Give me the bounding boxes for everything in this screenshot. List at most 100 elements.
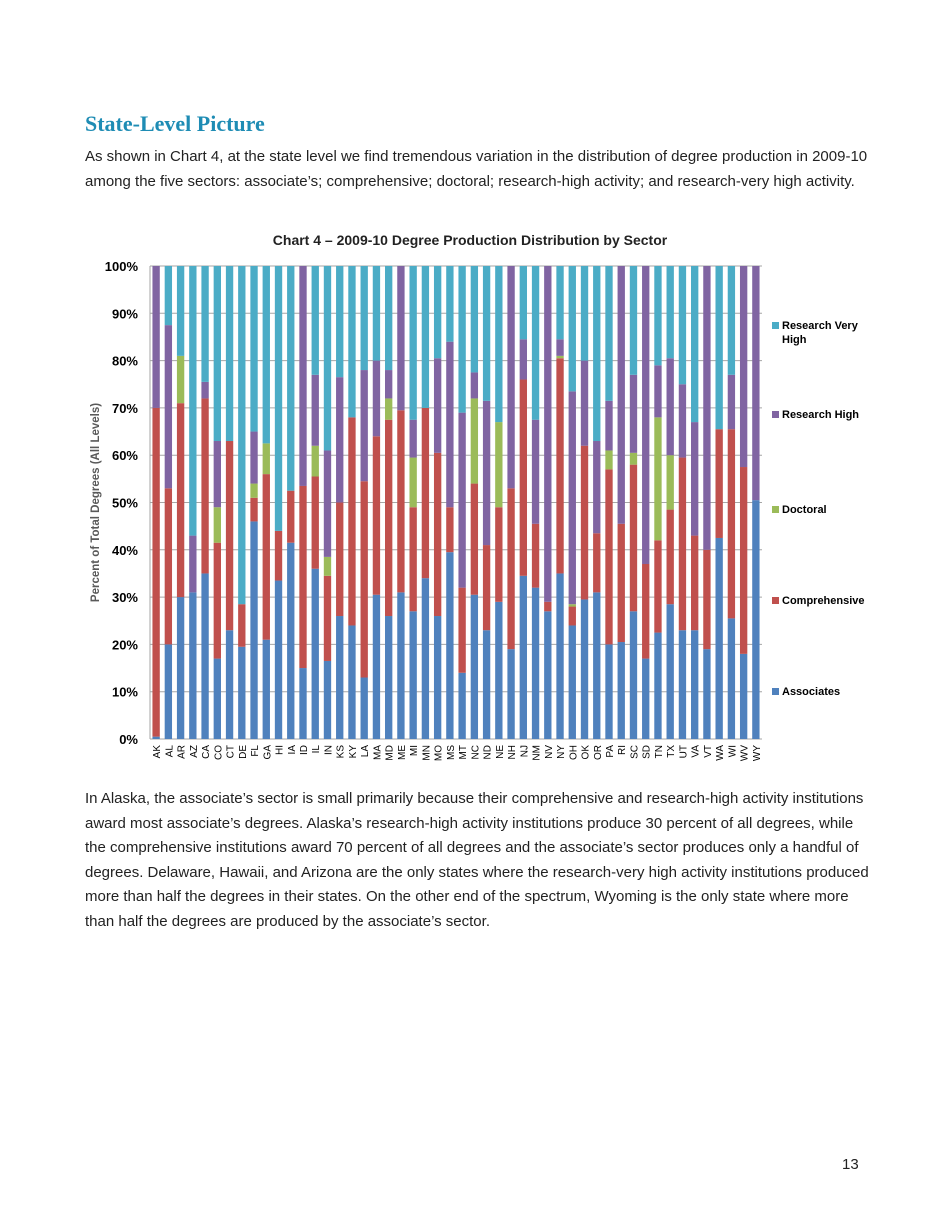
bar-segment-wv-comprehensive xyxy=(739,467,748,654)
x-tick-label: WV xyxy=(740,745,751,761)
legend-swatch xyxy=(772,322,779,329)
bar-segment-ny-research-very-high xyxy=(556,266,564,340)
y-axis-label: Percent of Total Degrees (All Levels) xyxy=(90,403,102,602)
x-tick-label: MI xyxy=(409,745,420,756)
bar-segment-wi-comprehensive xyxy=(727,429,736,619)
bar-segment-tn-comprehensive xyxy=(654,540,662,633)
x-tick-label: IN xyxy=(323,745,334,755)
bar-segment-id-research-high xyxy=(299,266,307,486)
bar-segment-la-research-very-high xyxy=(360,266,368,371)
bar-segment-ky-associates xyxy=(348,625,356,739)
bar-segment-ct-associates xyxy=(225,630,234,739)
x-tick-label: MA xyxy=(372,745,383,760)
legend-swatch xyxy=(772,597,779,604)
bar-segment-ak-associates xyxy=(152,736,160,739)
x-tick-label: KS xyxy=(336,745,347,759)
bar-segment-mo-research-high xyxy=(433,358,442,453)
y-tick-label: 40% xyxy=(112,543,138,558)
bar-segment-al-research-high xyxy=(164,325,173,489)
bar-segment-pa-associates xyxy=(605,644,613,739)
bar-segment-sc-associates xyxy=(629,611,638,739)
y-tick-label: 60% xyxy=(112,448,138,463)
bar-segment-tx-associates xyxy=(666,604,674,739)
y-tick-label: 30% xyxy=(112,590,138,605)
bar-segment-az-associates xyxy=(189,592,197,739)
bar-segment-nh-comprehensive xyxy=(507,488,515,650)
bar-segment-nj-research-very-high xyxy=(519,266,527,340)
bar-segment-oh-research-high xyxy=(568,391,576,605)
x-tick-label: MD xyxy=(385,745,396,761)
y-tick-label: 70% xyxy=(112,401,138,416)
bar-segment-nm-research-very-high xyxy=(531,266,540,420)
y-tick-label: 0% xyxy=(119,732,138,747)
bar-segment-nd-associates xyxy=(482,630,491,739)
bar-segment-ky-comprehensive xyxy=(348,417,356,626)
bar-segment-tn-associates xyxy=(654,632,662,739)
bar-segment-ca-associates xyxy=(201,573,209,739)
bar-segment-hi-associates xyxy=(274,580,283,739)
x-tick-label: AK xyxy=(152,745,163,759)
bar-segment-wv-research-high xyxy=(739,266,748,468)
bar-segment-ia-comprehensive xyxy=(287,490,295,543)
bar-segment-sc-research-very-high xyxy=(629,266,638,375)
bar-segment-ks-research-very-high xyxy=(336,266,344,378)
x-tick-label: AL xyxy=(164,745,175,758)
bar-segment-va-research-very-high xyxy=(691,266,699,423)
bar-segment-ks-comprehensive xyxy=(336,502,344,617)
bar-segment-ok-associates xyxy=(580,599,589,739)
y-tick-label: 90% xyxy=(112,306,138,321)
bar-segment-hi-comprehensive xyxy=(274,530,283,581)
bar-segment-ne-doctoral xyxy=(495,422,503,508)
bar-segment-de-comprehensive xyxy=(238,604,246,647)
bar-segment-fl-research-high xyxy=(250,431,258,484)
bar-segment-nm-research-high xyxy=(531,419,540,524)
bar-segment-ri-comprehensive xyxy=(617,523,625,643)
bar-segment-ut-associates xyxy=(678,630,687,739)
legend-swatch xyxy=(772,411,779,418)
bar-segment-la-associates xyxy=(360,677,368,739)
bar-segment-mt-comprehensive xyxy=(458,587,466,673)
bar-segment-ga-research-very-high xyxy=(262,266,270,444)
bar-segment-ct-research-very-high xyxy=(225,266,234,442)
bar-segment-in-associates xyxy=(323,660,332,739)
bar-segment-ak-research-high xyxy=(152,266,160,408)
page-number: 13 xyxy=(842,1156,859,1173)
x-tick-label: VA xyxy=(691,745,702,758)
bar-segment-ia-research-very-high xyxy=(287,266,295,491)
bar-segment-tn-doctoral xyxy=(654,417,662,541)
bar-segment-nh-research-high xyxy=(507,266,515,489)
bar-segment-ne-associates xyxy=(495,601,503,739)
bar-segment-md-associates xyxy=(385,616,393,739)
x-tick-label: DE xyxy=(238,745,249,759)
x-tick-label: AR xyxy=(177,745,188,759)
legend-label: Doctoral xyxy=(782,504,827,516)
bar-segment-ok-research-very-high xyxy=(580,266,589,361)
bar-segment-mi-associates xyxy=(409,611,417,739)
bar-segment-id-comprehensive xyxy=(299,485,307,669)
x-tick-label: OK xyxy=(581,745,592,760)
x-tick-label: WA xyxy=(715,745,726,761)
bar-segment-ut-research-very-high xyxy=(678,266,687,385)
bar-segment-ca-research-high xyxy=(201,381,209,399)
bar-segment-il-associates xyxy=(311,568,319,739)
bar-segment-wa-associates xyxy=(715,537,723,739)
bar-segment-me-associates xyxy=(397,592,405,739)
bar-segment-tx-research-very-high xyxy=(666,266,674,359)
bar-segment-wv-associates xyxy=(739,653,748,739)
x-tick-label: OR xyxy=(593,745,604,760)
bar-segment-co-research-high xyxy=(213,441,221,508)
bar-segment-fl-research-very-high xyxy=(250,266,258,432)
bar-segment-ny-research-high xyxy=(556,339,564,356)
bar-segment-ut-research-high xyxy=(678,384,687,458)
bar-segment-nc-research-high xyxy=(470,372,479,399)
x-tick-label: NY xyxy=(556,745,567,759)
bar-segment-fl-comprehensive xyxy=(250,497,258,522)
bar-segment-il-comprehensive xyxy=(311,476,319,569)
bar-segment-al-associates xyxy=(164,644,173,739)
y-tick-label: 50% xyxy=(112,496,138,511)
bar-segment-md-research-very-high xyxy=(385,266,393,371)
bar-segment-nd-research-very-high xyxy=(482,266,491,401)
bar-segment-nd-research-high xyxy=(482,400,491,546)
legend-label: Research High xyxy=(782,409,859,421)
